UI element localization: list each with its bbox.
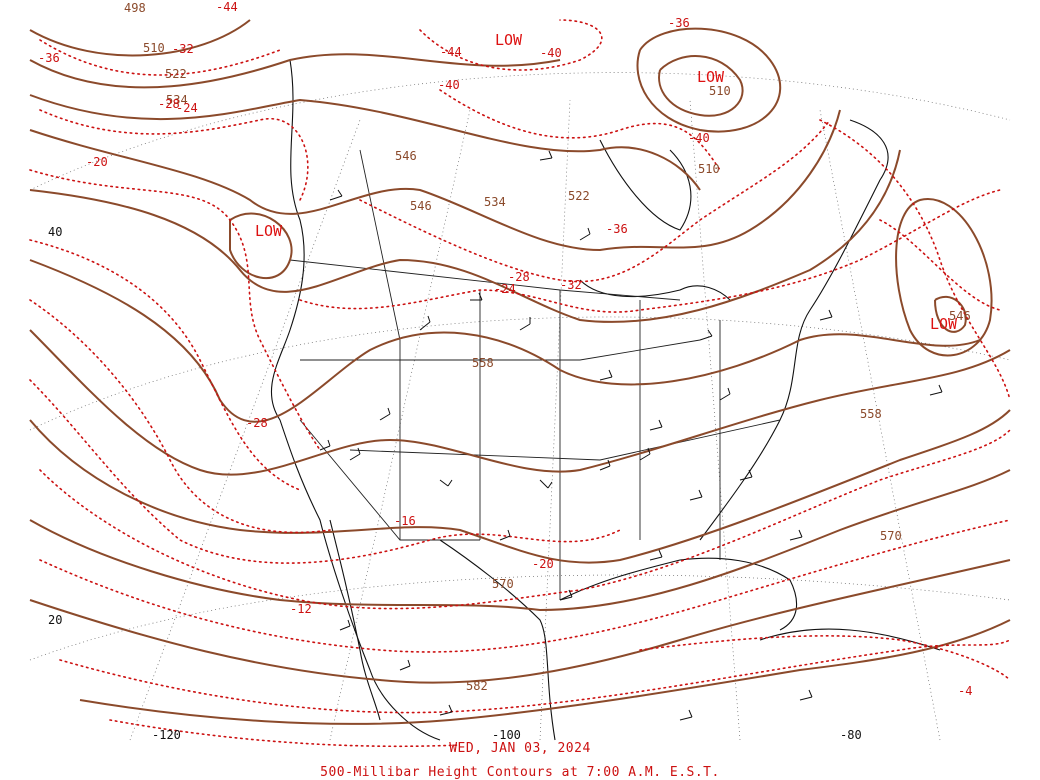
low-pressure-labels: LOW LOW LOW LOW [255,31,958,333]
coastlines [270,59,941,741]
height-label: 546 [949,309,971,323]
temperature-label: -24 [176,101,198,115]
height-contours [29,19,1011,725]
low-label-pacific: LOW [255,222,283,240]
temperature-label: -28 [158,97,180,111]
temperature-label: -32 [172,42,194,56]
height-label: 558 [860,407,882,421]
height-label: 570 [492,577,514,591]
latitude-label: 20 [48,613,62,627]
height-label: 498 [124,1,146,15]
height-label: 558 [472,356,494,370]
temperature-label: -36 [668,16,690,30]
height-label: 534 [484,195,506,209]
graticule [29,72,1011,741]
temperature-label: -12 [290,602,312,616]
latitude-label: 40 [48,225,62,239]
longitude-label: -80 [840,728,862,742]
height-label: 546 [395,149,417,163]
height-label: 510 [698,162,720,176]
low-label-atlantic: LOW [930,315,958,333]
longitude-label: -120 [152,728,181,742]
height-label: 546 [410,199,432,213]
temperature-label: -40 [438,78,460,92]
wind-barbs [319,150,943,721]
graticule-labels: 40 20 -120 -100 -80 [48,225,862,742]
height-label: 510 [709,84,731,98]
temperature-label: -40 [540,46,562,60]
temperature-label: -36 [606,222,628,236]
temperature-label: -44 [440,45,462,59]
temperature-label: -40 [688,131,710,145]
temperature-label: -28 [508,270,530,284]
low-label-north: LOW [495,31,523,49]
height-label: 582 [466,679,488,693]
height-label: 570 [880,529,902,543]
temperature-label: -16 [394,514,416,528]
height-label: 534 [166,93,188,107]
temperature-labels: -44 -40 -36 -32 -28 -24 -20 -40 -44 -40 … [38,0,972,698]
height-label: 522 [165,67,187,81]
height-labels: 498 510 522 534 546 558 570 582 510 522 … [124,1,971,693]
low-label-hudson: LOW [697,68,725,86]
temperature-label: -20 [86,155,108,169]
map-title: 500-Millibar Height Contours at 7:00 A.M… [320,765,720,780]
temperature-label: -4 [958,684,972,698]
temperature-label: -36 [38,51,60,65]
temperature-label: -20 [532,557,554,571]
temperature-label: -32 [560,278,582,292]
temperature-label: -44 [216,0,238,14]
longitude-label: -100 [492,728,521,742]
height-label: 510 [143,41,165,55]
height-label: 522 [568,189,590,203]
temperature-contours [29,19,1011,748]
temperature-label: -24 [494,282,516,296]
map-date: WED, JAN 03, 2024 [449,741,591,756]
temperature-label: -28 [246,416,268,430]
